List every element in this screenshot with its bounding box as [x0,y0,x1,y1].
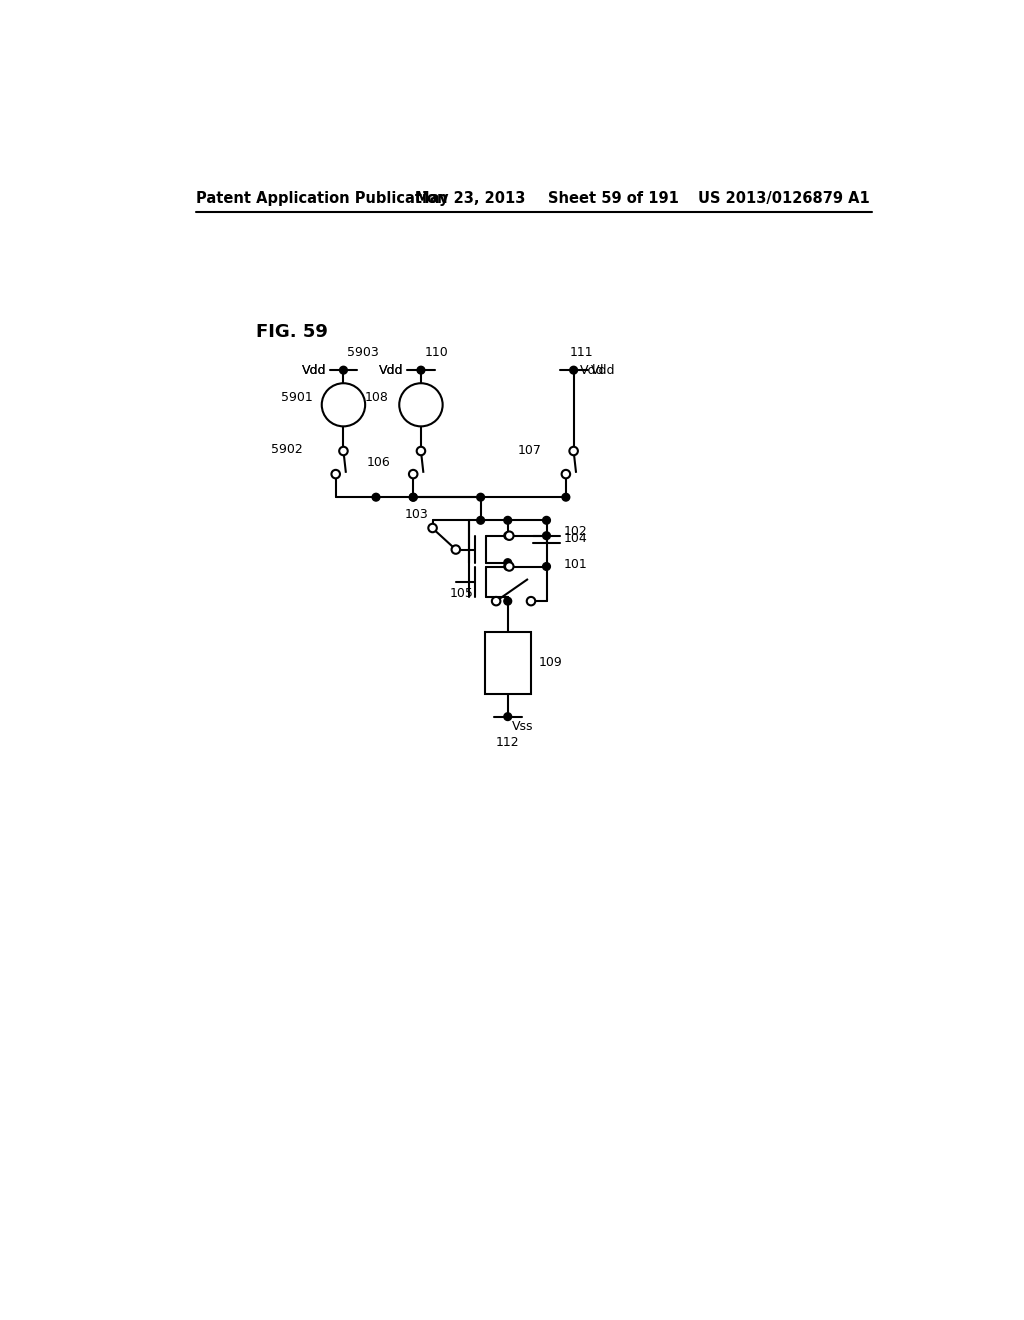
Circle shape [504,558,512,566]
Text: 103: 103 [404,508,429,520]
Text: 5901: 5901 [281,391,312,404]
Text: 105: 105 [450,587,473,601]
Circle shape [504,713,512,721]
Circle shape [339,446,348,455]
Text: 109: 109 [539,656,562,669]
Circle shape [492,597,501,606]
Circle shape [504,562,512,570]
Circle shape [504,516,512,524]
Text: 111: 111 [569,346,593,359]
Text: US 2013/0126879 A1: US 2013/0126879 A1 [697,191,869,206]
Circle shape [569,367,578,374]
Circle shape [543,532,550,540]
Text: 5902: 5902 [271,444,303,455]
Circle shape [477,494,484,502]
Text: 104: 104 [563,532,588,545]
Circle shape [428,524,437,532]
Circle shape [504,532,512,540]
Circle shape [417,367,425,374]
Circle shape [562,494,569,502]
Circle shape [504,597,512,605]
Text: Vdd: Vdd [380,363,403,376]
Circle shape [410,494,417,502]
Text: Vdd: Vdd [302,363,327,376]
Circle shape [332,470,340,478]
Circle shape [410,494,417,502]
Circle shape [543,562,550,570]
Circle shape [399,383,442,426]
Text: FIG. 59: FIG. 59 [256,322,328,341]
Circle shape [569,446,578,455]
Circle shape [526,597,536,606]
Text: 5903: 5903 [347,346,379,359]
Text: 112: 112 [496,737,519,748]
Circle shape [417,446,425,455]
Text: Vdd: Vdd [591,363,615,376]
Circle shape [505,562,514,570]
Circle shape [505,532,514,540]
Text: Sheet 59 of 191: Sheet 59 of 191 [548,191,679,206]
Circle shape [372,494,380,502]
Text: 106: 106 [367,455,390,469]
Text: 107: 107 [517,445,541,458]
Circle shape [561,470,570,478]
Circle shape [477,516,484,524]
Text: May 23, 2013: May 23, 2013 [415,191,525,206]
Text: Vdd: Vdd [302,363,327,376]
Circle shape [409,470,418,478]
Text: 102: 102 [563,525,588,539]
Bar [484,632,531,693]
Circle shape [452,545,460,554]
Circle shape [543,516,550,524]
Circle shape [322,383,366,426]
Text: Vdd: Vdd [380,363,403,376]
Text: 108: 108 [365,391,388,404]
Text: Vdd: Vdd [580,363,604,376]
Text: 101: 101 [563,557,588,570]
Text: Patent Application Publication: Patent Application Publication [197,191,447,206]
Circle shape [340,367,347,374]
Text: 110: 110 [425,346,449,359]
Text: Vss: Vss [512,721,534,734]
